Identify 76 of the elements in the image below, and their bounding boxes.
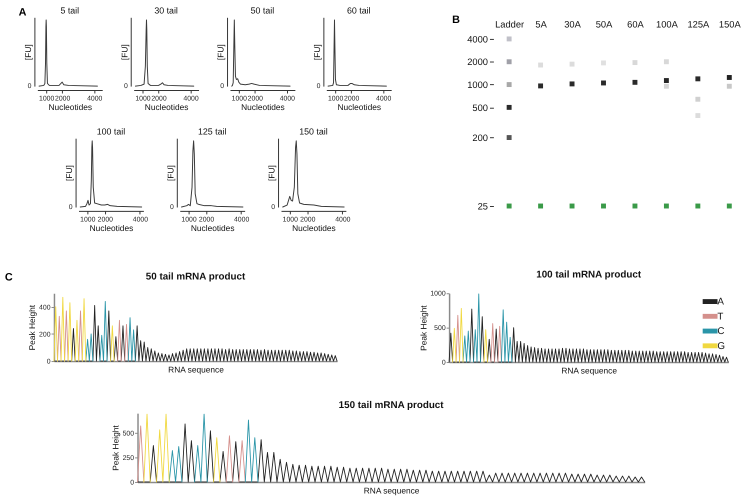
y-tick-label: 500 — [472, 102, 488, 113]
text: B — [452, 14, 460, 26]
chart-title: 50 tail — [250, 5, 274, 16]
x-axis-title: Nucleotides — [241, 102, 285, 112]
legend-label: A — [717, 296, 724, 308]
x-tick-label: 30A — [564, 20, 582, 30]
chart-title: 60 tail — [346, 5, 371, 16]
y-tick-label: 1000 — [467, 80, 488, 90]
point — [726, 84, 732, 89]
point — [695, 204, 700, 208]
point — [664, 84, 669, 89]
point — [506, 36, 512, 42]
chart-title: 30 tail — [154, 5, 178, 16]
point — [538, 204, 544, 208]
y-tick-label: 2000 — [467, 57, 488, 68]
point — [664, 78, 669, 83]
chart-title: 150 tail mRNA product — [338, 400, 444, 412]
legend-label: C — [717, 326, 725, 338]
point — [664, 59, 669, 64]
x-tick-label: 50A — [596, 20, 614, 30]
point — [664, 204, 669, 208]
x-axis-title: Nucleotides — [90, 223, 134, 234]
y-tick-label: 200 — [472, 132, 488, 143]
y-axis-title: Peak Height — [110, 424, 121, 471]
chart-title: 150 tail — [299, 126, 328, 136]
legend-label: G — [717, 340, 726, 352]
x-tick-label: 125A — [687, 20, 710, 30]
text: C — [4, 271, 13, 284]
chart-title: 100 tail mRNA product — [536, 270, 642, 281]
y-axis-title: [FU] — [119, 44, 130, 60]
chart-title: 100 tail — [96, 126, 126, 136]
x-tick-label: 100A — [656, 20, 679, 30]
legend-label: T — [717, 311, 724, 322]
point — [695, 96, 700, 102]
point — [632, 80, 638, 85]
point — [506, 204, 512, 208]
y-axis-title: Peak Height — [418, 304, 428, 351]
y-axis-title: [FU] — [64, 165, 74, 181]
y-axis-title: [FU] — [22, 44, 33, 60]
x-axis-title: Nucleotides — [48, 102, 92, 112]
point — [506, 135, 512, 140]
y-axis-title: Peak Height — [27, 304, 38, 350]
chart-title: 125 tail — [198, 126, 226, 136]
x-axis-title: Nucleotides — [144, 102, 188, 112]
point — [695, 76, 700, 82]
point — [506, 82, 512, 88]
chart-title: 5 tail — [60, 5, 80, 16]
x-tick-label: 60A — [627, 20, 645, 30]
x-axis-title: Nucleotides — [190, 223, 234, 234]
point — [538, 83, 544, 88]
x-tick-label: Ladder — [495, 20, 524, 30]
text: A — [18, 6, 27, 18]
point — [632, 204, 638, 208]
y-tick-label: 4000 — [467, 34, 488, 44]
point — [601, 80, 606, 86]
point — [726, 75, 732, 80]
x-axis-title: Nucleotides — [292, 223, 336, 234]
point — [632, 60, 638, 66]
point — [570, 81, 574, 86]
point — [601, 204, 606, 208]
point — [601, 60, 606, 66]
y-axis-title: [FU] — [312, 44, 322, 60]
x-axis-title: RNA sequence — [561, 365, 618, 376]
x-tick-label: 5A — [535, 20, 548, 30]
x-axis-title: RNA sequence — [364, 485, 420, 496]
x-axis-title: RNA sequence — [168, 364, 224, 374]
point — [570, 204, 574, 208]
x-axis-title: Nucleotides — [337, 102, 382, 112]
chart-title: 50 tail mRNA product — [146, 271, 246, 282]
y-axis-title: [FU] — [266, 165, 277, 181]
y-axis-title: [FU] — [165, 165, 176, 181]
y-tick-label: 25 — [478, 201, 488, 212]
x-tick-label: 150A — [718, 20, 742, 30]
y-axis-title: [FU] — [216, 44, 226, 60]
point — [726, 204, 732, 208]
point — [506, 59, 512, 64]
